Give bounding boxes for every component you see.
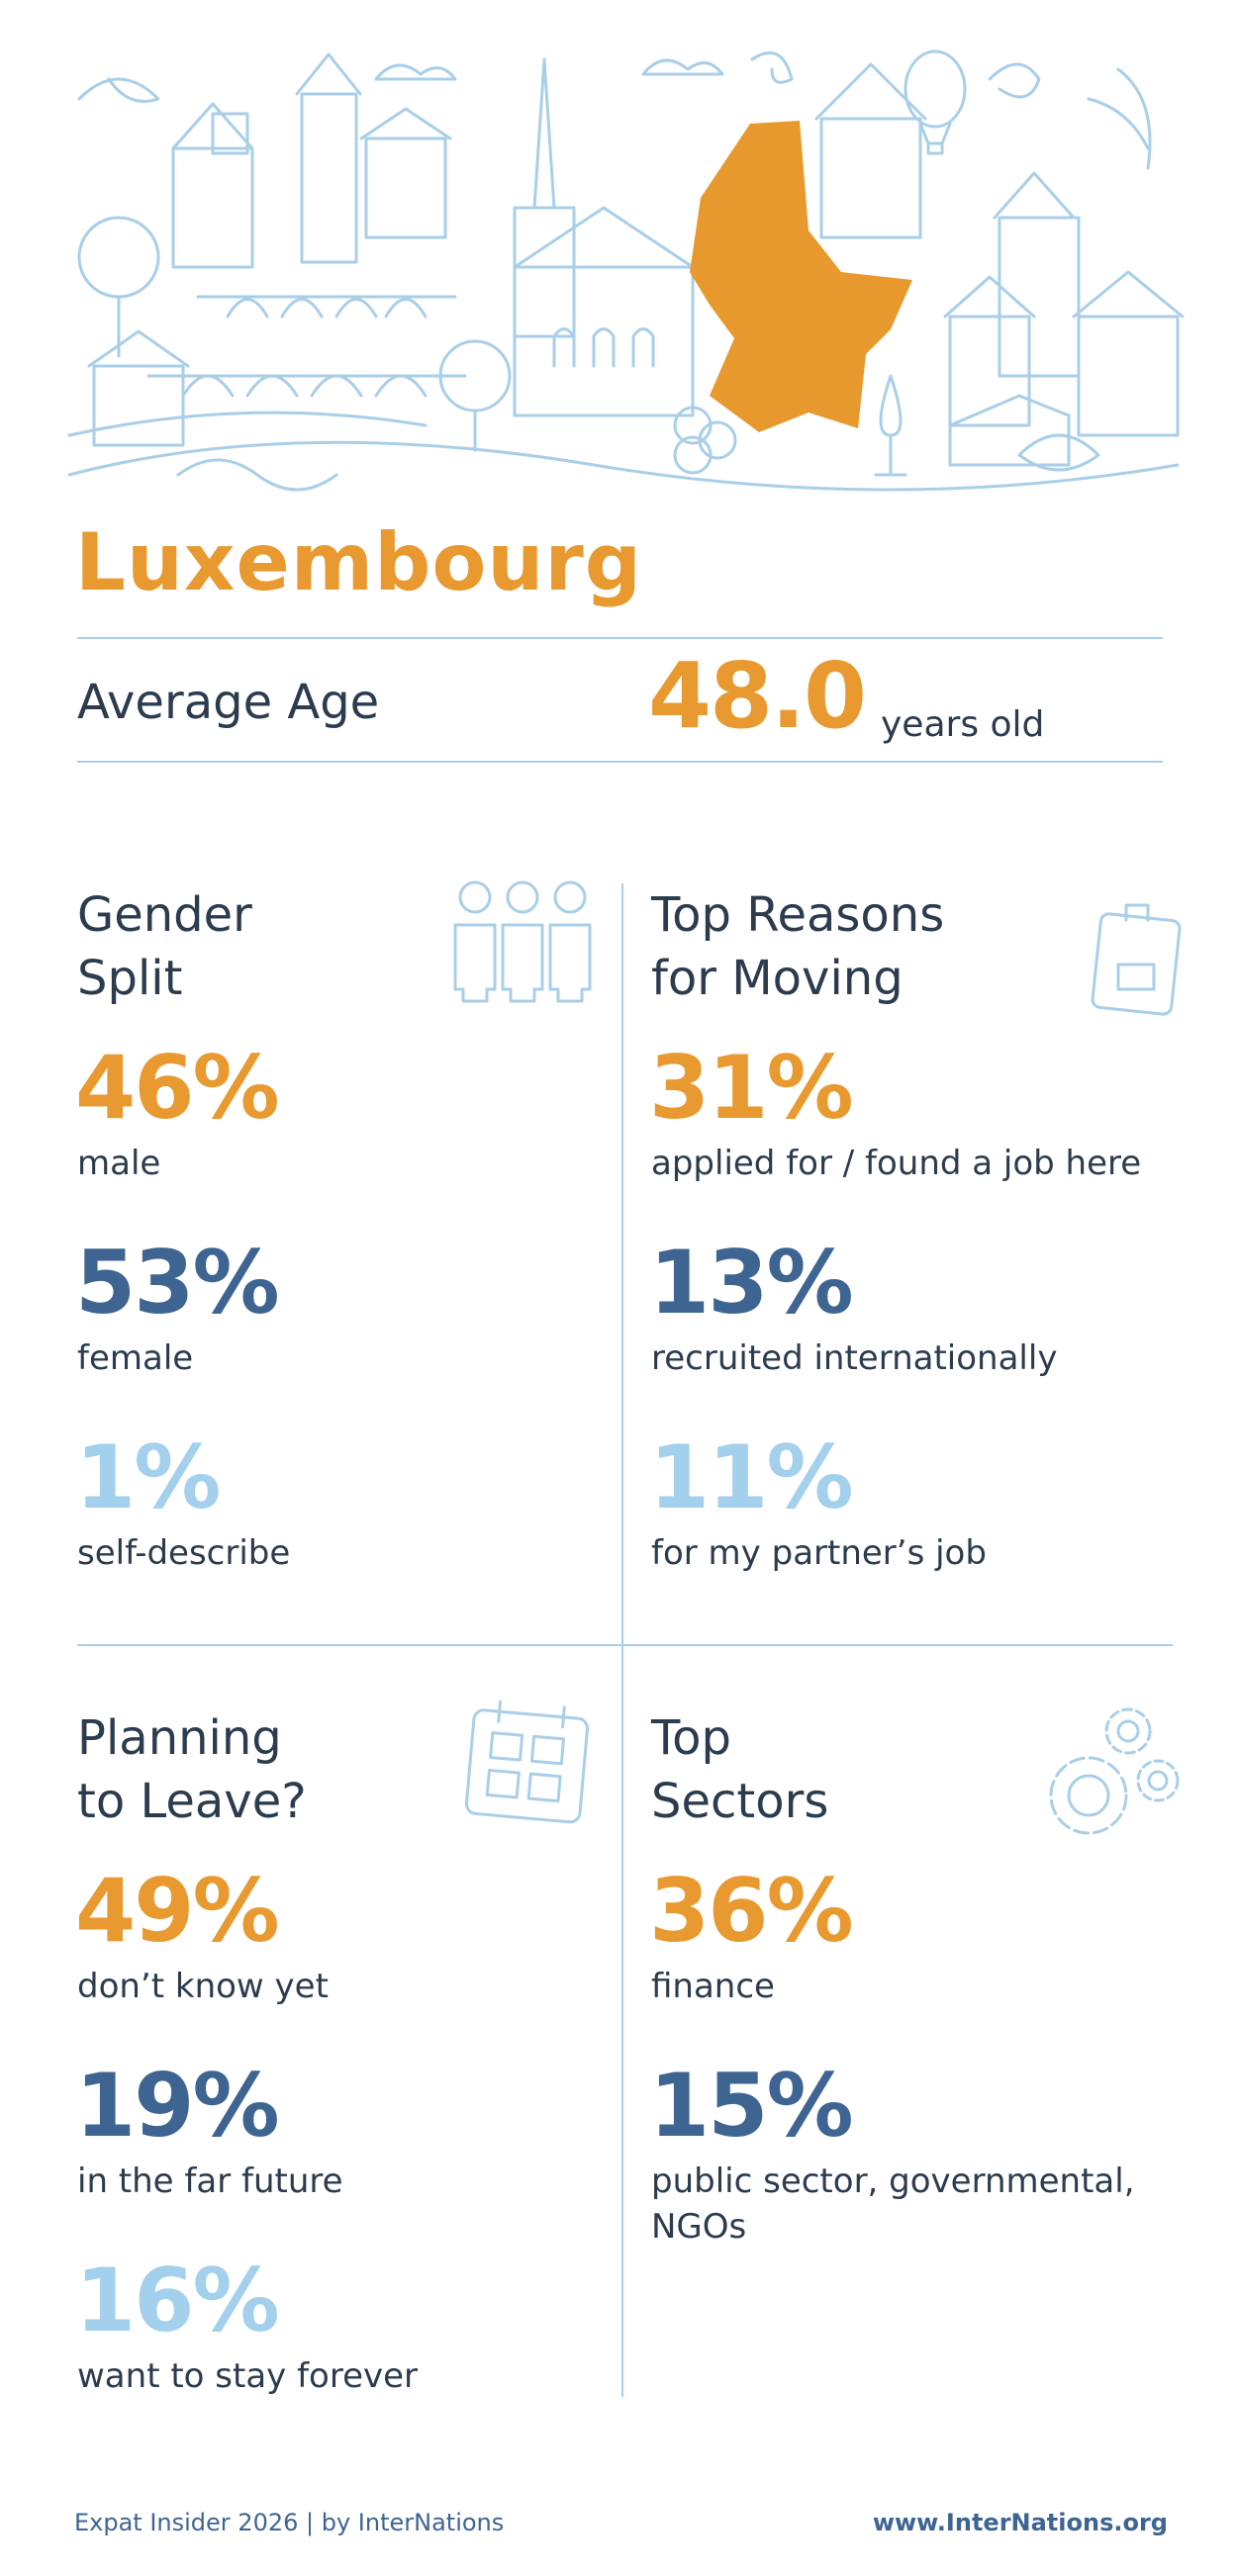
section-title: Top Reasons — [651, 887, 945, 943]
country-title: Luxembourg — [75, 516, 643, 608]
stat-value: 11% — [649, 1426, 854, 1528]
stat-label: female — [77, 1338, 194, 1378]
age-value: 48.0 — [648, 643, 867, 749]
stat-value: 49% — [75, 1860, 280, 1962]
age-label: Average Age — [77, 675, 380, 730]
stat-label: want to stay forever — [77, 2356, 419, 2396]
illustration — [67, 49, 1185, 492]
stat-value: 1% — [75, 1426, 221, 1528]
section-title: Top — [651, 1710, 731, 1766]
section-title: for Moving — [651, 951, 904, 1006]
stat-label: for my partner’s job — [651, 1533, 987, 1573]
age-unit: years old — [881, 704, 1045, 745]
footer-source: Expat Insider 2026 | by InterNations — [74, 2509, 505, 2536]
people-icon — [453, 880, 592, 1003]
stat-value: 16% — [75, 2250, 280, 2351]
stat-label: don’t know yet — [77, 1967, 329, 2006]
divider — [621, 883, 623, 2397]
section-title: Split — [77, 951, 183, 1006]
section-title: Gender — [77, 887, 252, 943]
stat-value: 31% — [649, 1037, 854, 1139]
stat-label: male — [77, 1144, 161, 1183]
stat-value: 13% — [649, 1232, 854, 1334]
stat-label: in the far future — [77, 2162, 343, 2201]
gears-icon — [1049, 1707, 1180, 1835]
stat-label: finance — [651, 1967, 775, 2006]
stat-value: 53% — [75, 1232, 280, 1334]
stat-label: public sector, governmental, NGOs — [651, 2162, 1135, 2247]
bag-icon — [1091, 903, 1182, 1016]
stat-value: 36% — [649, 1860, 854, 1962]
stat-value: 46% — [75, 1037, 280, 1139]
divider — [77, 761, 1163, 763]
divider — [77, 1644, 1173, 1646]
stat-label: self-describe — [77, 1533, 291, 1573]
stat-value: 19% — [75, 2055, 280, 2157]
country-shape — [690, 121, 912, 432]
section-title: to Leave? — [77, 1774, 307, 1829]
section-title: Planning — [77, 1710, 282, 1766]
divider — [77, 637, 1163, 639]
section-title: Sectors — [651, 1774, 829, 1829]
stat-value: 15% — [649, 2055, 854, 2157]
stat-label: applied for / found a job here — [651, 1144, 1142, 1183]
footer-url: www.InterNations.org — [872, 2509, 1168, 2536]
stat-label: recruited internationally — [651, 1338, 1058, 1378]
calendar-icon — [464, 1700, 589, 1824]
